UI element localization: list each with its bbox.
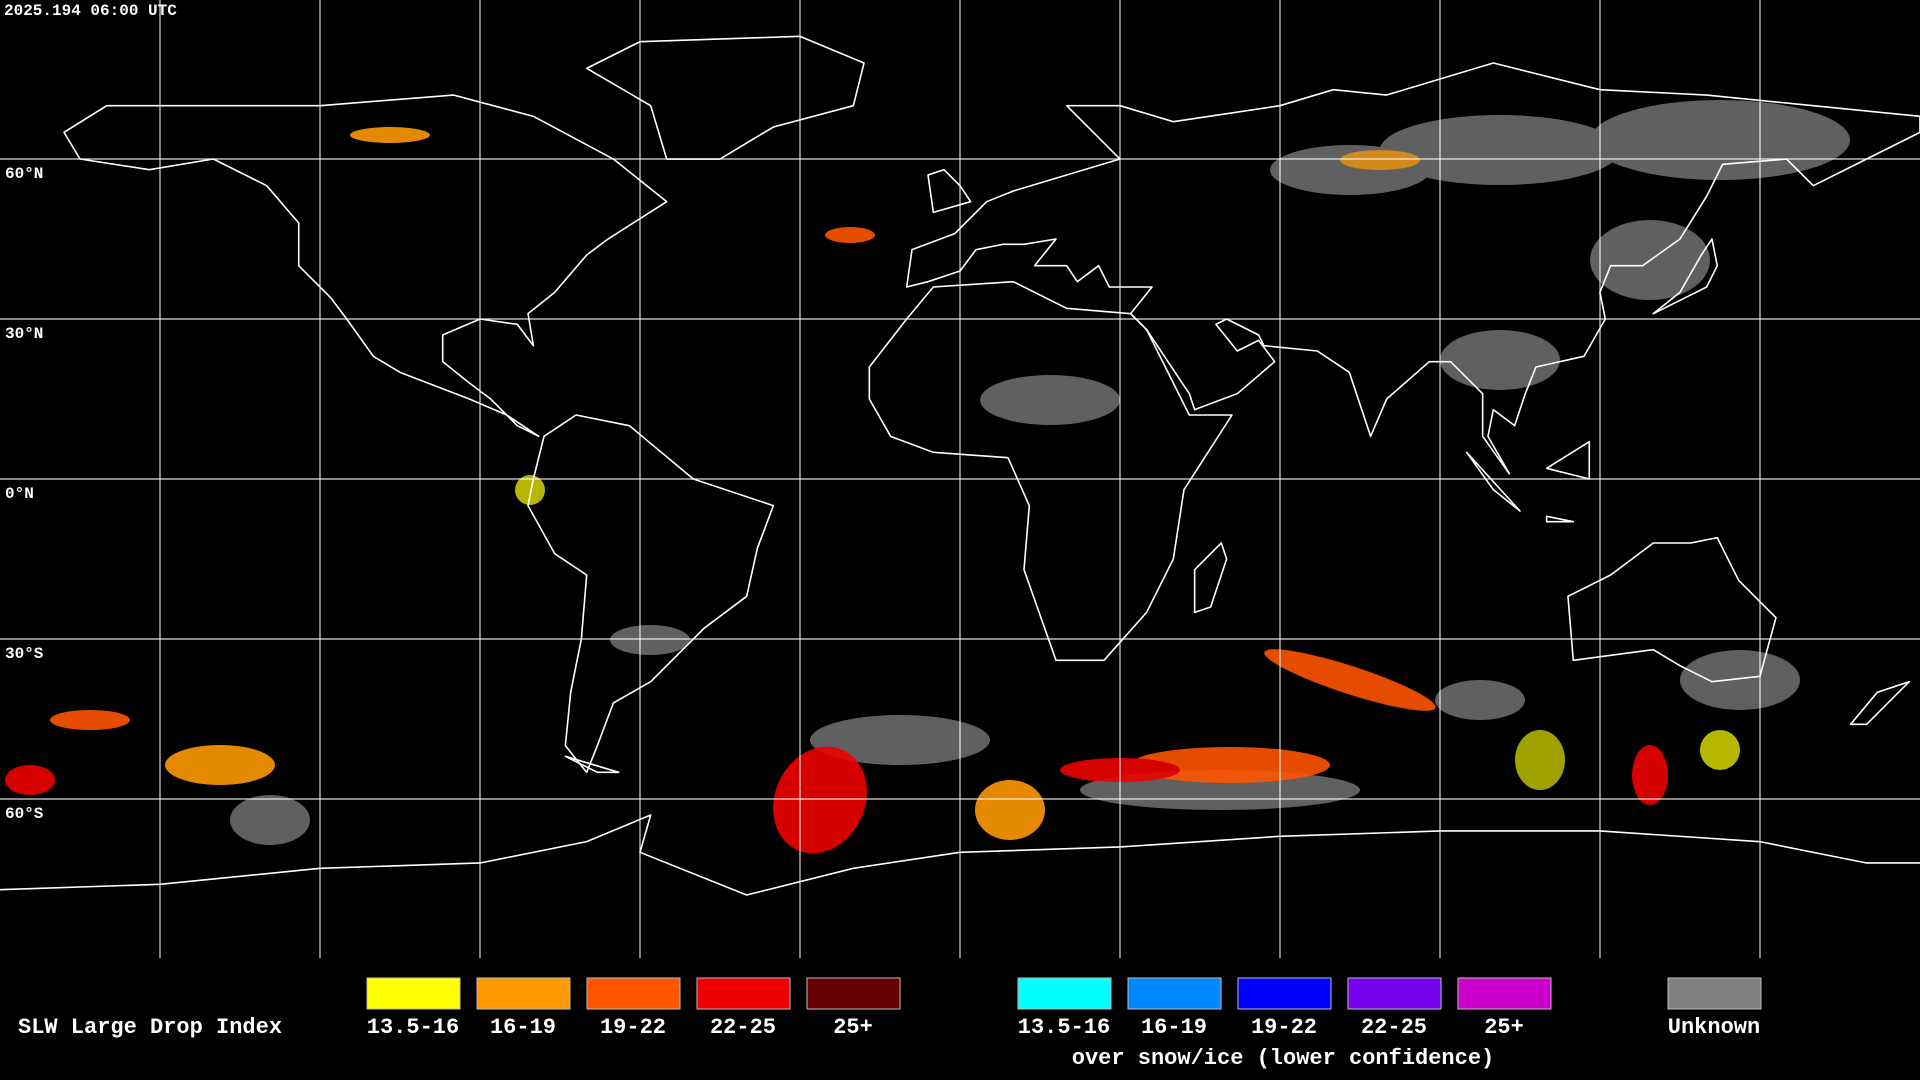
legend-label: 22-25 <box>1361 1015 1427 1040</box>
legend-swatch <box>476 977 571 1010</box>
legend-label: 19-22 <box>600 1015 666 1040</box>
legend-caption: over snow/ice (lower confidence) <box>1072 1046 1494 1071</box>
legend-label: 25+ <box>833 1015 873 1040</box>
legend-label: 19-22 <box>1251 1015 1317 1040</box>
timestamp: 2025.194 06:00 UTC <box>4 2 177 20</box>
legend-swatch <box>696 977 791 1010</box>
legend-swatch <box>806 977 901 1010</box>
legend-swatch <box>366 977 461 1010</box>
legend-swatch <box>1667 977 1762 1010</box>
legend-swatch <box>1457 977 1552 1010</box>
latitude-label: 60°N <box>5 165 43 183</box>
legend-label: 16-19 <box>490 1015 556 1040</box>
legend-swatch <box>1237 977 1332 1010</box>
legend-title: SLW Large Drop Index <box>18 1015 282 1040</box>
latitude-label: 60°S <box>5 805 44 823</box>
legend: SLW Large Drop Index 13.5-16 16-19 19-22 22-… <box>18 977 1762 1071</box>
latitude-label: 30°S <box>5 645 44 663</box>
legend-swatch <box>1347 977 1442 1010</box>
legend-label: 13.5-16 <box>1018 1015 1110 1040</box>
legend-swatch <box>1127 977 1222 1010</box>
legend-label: 25+ <box>1484 1015 1524 1040</box>
legend-swatch <box>586 977 681 1010</box>
legend-label: 22-25 <box>710 1015 776 1040</box>
legend-swatch <box>1017 977 1112 1010</box>
legend-label: Unknown <box>1668 1015 1760 1040</box>
latitude-label: 0°N <box>5 485 34 503</box>
legend-label: 13.5-16 <box>367 1015 459 1040</box>
legend-label: 16-19 <box>1141 1015 1207 1040</box>
graticule: 60°N 30°N 0°N 30°S 60°S <box>0 0 1920 958</box>
latitude-label: 30°N <box>5 325 43 343</box>
